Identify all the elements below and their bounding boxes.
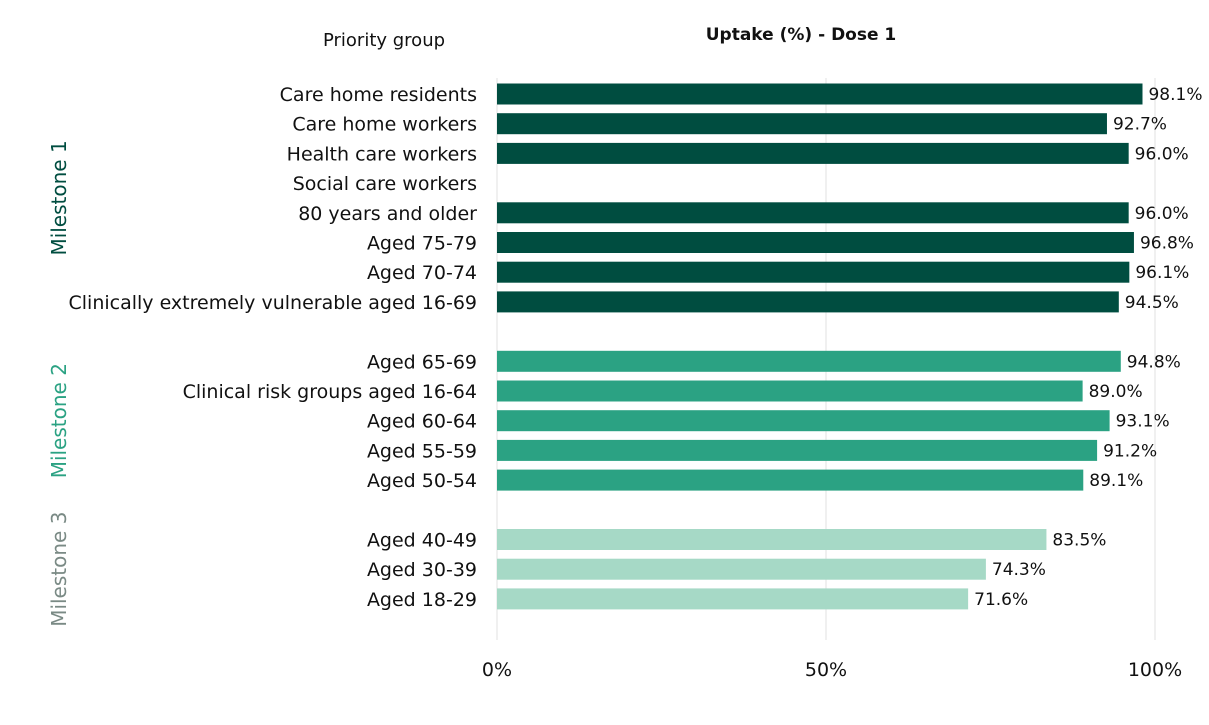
bar <box>497 350 1121 372</box>
value-label: 96.0% <box>1135 144 1189 164</box>
category-heading: Priority group <box>323 30 445 51</box>
x-tick-label: 50% <box>805 659 847 681</box>
category-label: Aged 60-64 <box>367 411 477 433</box>
value-label: 98.1% <box>1148 85 1202 105</box>
category-label: Clinical risk groups aged 16-64 <box>183 381 477 403</box>
value-label: 89.0% <box>1089 382 1143 402</box>
value-label: 74.3% <box>992 560 1046 580</box>
bars <box>497 83 1143 610</box>
labels: 0% 50% 100% Care home residents 98.1% Care ho… <box>47 84 1203 681</box>
value-label: 96.8% <box>1140 234 1194 254</box>
category-label: Aged 30-39 <box>367 559 477 581</box>
category-label: Social care workers <box>293 173 477 195</box>
chart-title: Uptake (%) - Dose 1 <box>706 25 897 45</box>
group-label: Milestone 2 <box>47 363 71 478</box>
category-label: Aged 75-79 <box>367 233 477 255</box>
value-label: 96.0% <box>1135 204 1189 224</box>
value-label: 91.2% <box>1103 441 1157 461</box>
category-label: Care home workers <box>292 114 477 136</box>
bar <box>497 291 1119 313</box>
category-label: 80 years and older <box>298 203 477 225</box>
value-label: 96.1% <box>1135 263 1189 283</box>
bar <box>497 558 986 580</box>
bar <box>497 83 1143 105</box>
value-label: 71.6% <box>974 590 1028 610</box>
bar <box>497 439 1098 461</box>
category-label: Care home residents <box>280 84 477 106</box>
value-label: 92.7% <box>1113 115 1167 135</box>
value-label: 83.5% <box>1052 531 1106 551</box>
category-label: Health care workers <box>287 143 477 165</box>
x-tick-label: 100% <box>1128 659 1182 681</box>
category-label: Aged 70-74 <box>367 262 477 284</box>
category-label: Aged 18-29 <box>367 589 477 611</box>
category-label: Aged 55-59 <box>367 440 477 462</box>
group-label: Milestone 3 <box>47 512 71 627</box>
bar <box>497 232 1134 253</box>
value-label: 94.5% <box>1125 293 1179 313</box>
bar <box>497 142 1129 164</box>
category-label: Clinically extremely vulnerable aged 16-… <box>69 292 478 314</box>
bar <box>497 113 1107 135</box>
bar <box>497 202 1129 224</box>
category-label: Aged 65-69 <box>367 351 477 373</box>
value-label: 89.1% <box>1089 471 1143 491</box>
value-label: 93.1% <box>1116 412 1170 432</box>
bar <box>497 261 1130 283</box>
group-label: Milestone 1 <box>47 140 71 255</box>
x-tick-label: 0% <box>482 659 512 681</box>
value-label: 94.8% <box>1127 352 1181 372</box>
category-label: Aged 50-54 <box>367 470 477 492</box>
bar <box>497 529 1047 550</box>
bar <box>497 588 969 610</box>
category-label: Aged 40-49 <box>367 530 477 552</box>
bar <box>497 410 1110 432</box>
bar <box>497 469 1084 491</box>
bar <box>497 380 1083 402</box>
